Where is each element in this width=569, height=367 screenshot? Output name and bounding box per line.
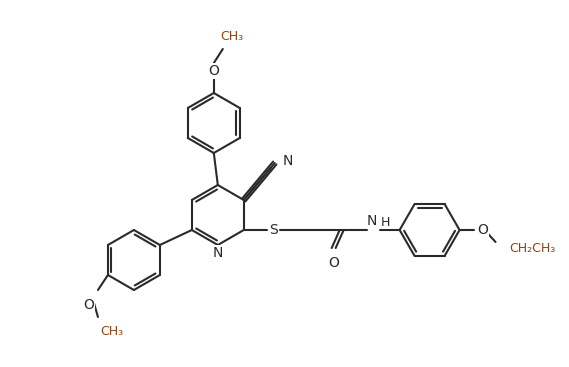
- Text: N: N: [283, 154, 293, 168]
- Text: S: S: [269, 223, 278, 237]
- Text: O: O: [208, 64, 219, 78]
- Text: CH₃: CH₃: [100, 325, 123, 338]
- Text: CH₂CH₃: CH₂CH₃: [509, 241, 556, 254]
- Text: N: N: [366, 214, 377, 228]
- Text: N: N: [213, 246, 223, 260]
- Text: O: O: [328, 256, 339, 270]
- Text: O: O: [83, 298, 94, 312]
- Text: CH₃: CH₃: [220, 30, 244, 43]
- Text: O: O: [477, 223, 488, 237]
- Text: H: H: [381, 215, 390, 229]
